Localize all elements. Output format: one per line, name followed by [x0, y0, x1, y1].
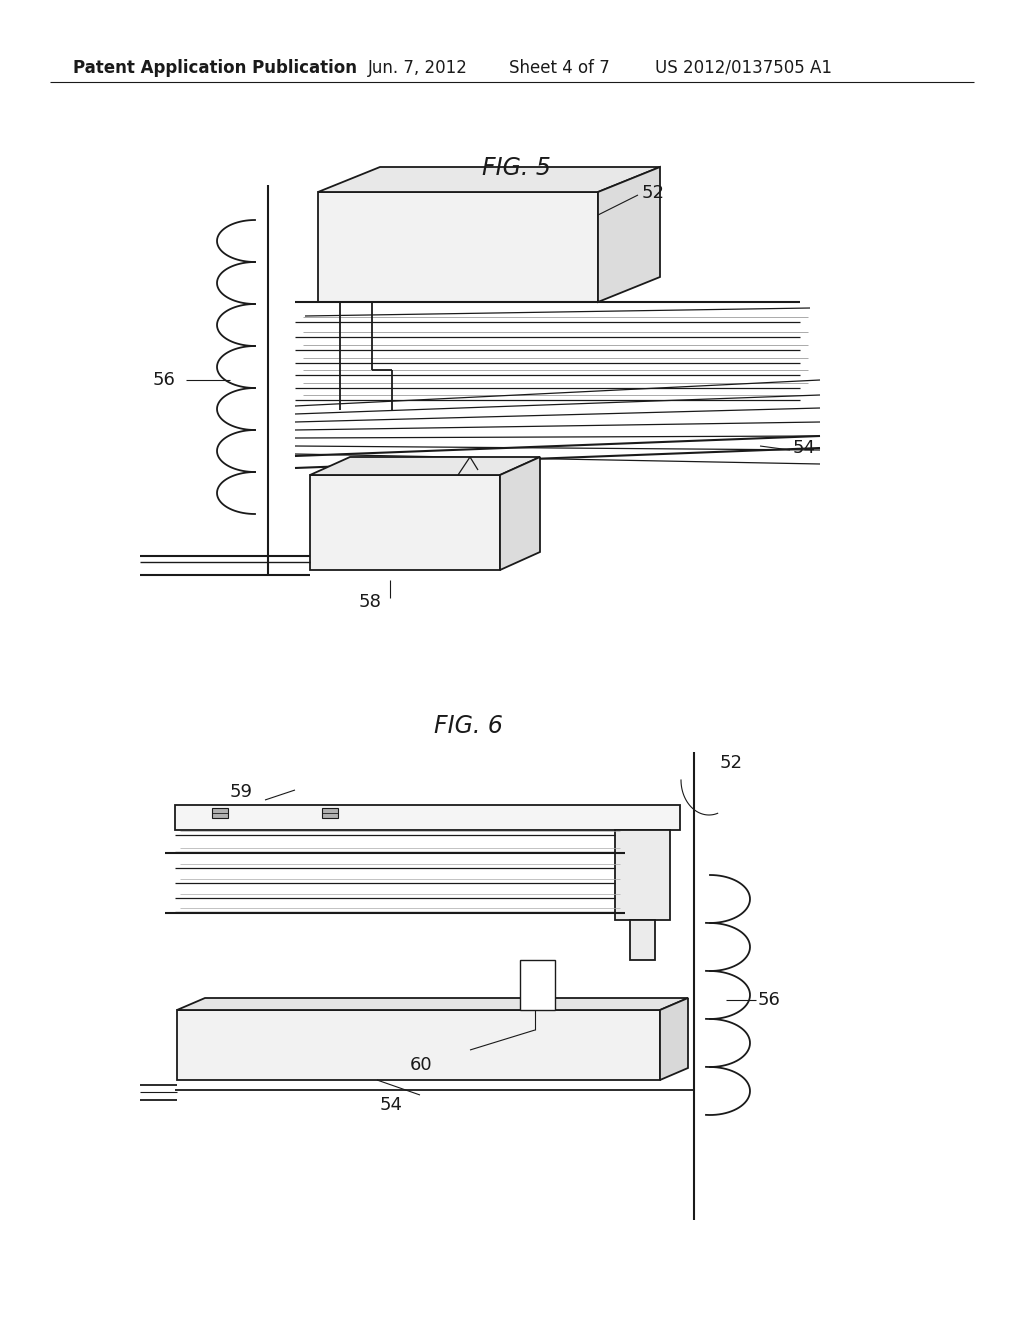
Polygon shape: [598, 168, 660, 302]
Text: Patent Application Publication: Patent Application Publication: [73, 59, 357, 77]
Polygon shape: [310, 457, 540, 475]
Polygon shape: [177, 1010, 660, 1080]
Polygon shape: [177, 998, 688, 1010]
Text: FIG. 5: FIG. 5: [481, 156, 551, 180]
Text: 58: 58: [358, 593, 381, 611]
Text: 60: 60: [410, 1056, 432, 1074]
Text: Sheet 4 of 7: Sheet 4 of 7: [509, 59, 609, 77]
Text: 52: 52: [720, 754, 743, 772]
Polygon shape: [630, 920, 655, 960]
Text: US 2012/0137505 A1: US 2012/0137505 A1: [655, 59, 831, 77]
Polygon shape: [520, 960, 555, 1010]
Text: FIG. 6: FIG. 6: [433, 714, 503, 738]
Text: 56: 56: [153, 371, 176, 389]
Polygon shape: [500, 457, 540, 570]
Polygon shape: [318, 191, 598, 302]
Text: 56: 56: [758, 991, 781, 1008]
Polygon shape: [212, 808, 228, 818]
Text: 59: 59: [230, 783, 253, 801]
Text: Jun. 7, 2012: Jun. 7, 2012: [368, 59, 468, 77]
Text: 54: 54: [793, 440, 816, 457]
Text: 52: 52: [642, 183, 665, 202]
Polygon shape: [322, 808, 338, 818]
Polygon shape: [310, 475, 500, 570]
Polygon shape: [318, 168, 660, 191]
Text: 54: 54: [380, 1096, 403, 1114]
Polygon shape: [615, 830, 670, 920]
Polygon shape: [175, 805, 680, 830]
Polygon shape: [660, 998, 688, 1080]
